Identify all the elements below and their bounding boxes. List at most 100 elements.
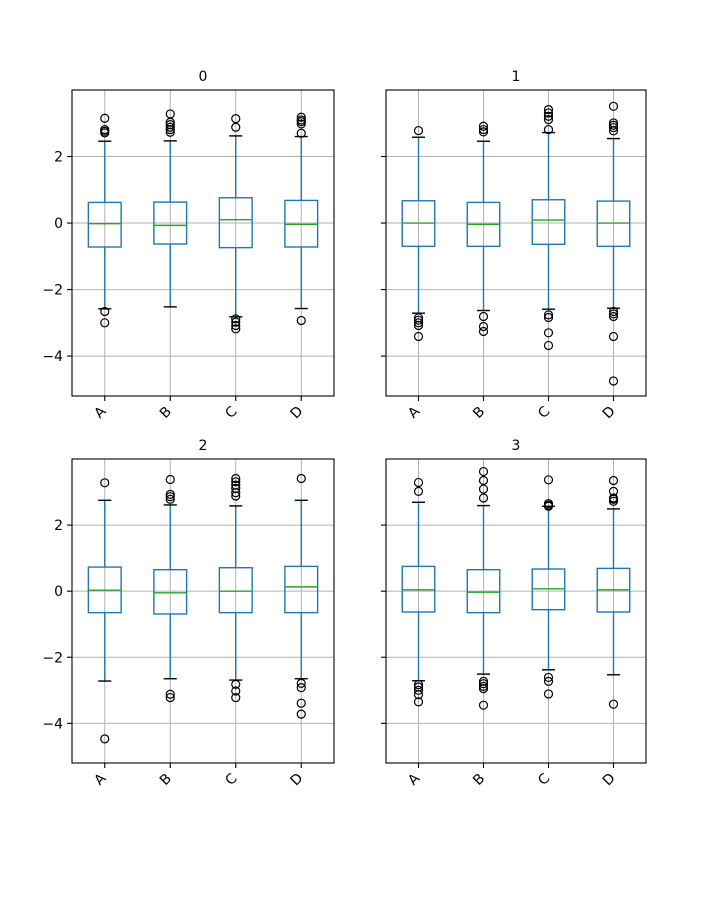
flier-marker <box>478 475 489 486</box>
xtick-label: D <box>600 770 619 789</box>
flier-marker <box>608 311 619 322</box>
flier-marker <box>478 121 489 131</box>
flier-marker <box>608 486 619 496</box>
flier-marker <box>231 483 241 494</box>
ytick-label: −2 <box>42 283 63 299</box>
box-rect <box>218 567 253 614</box>
flier-marker <box>165 124 175 135</box>
flier-marker <box>100 734 110 744</box>
ytick-label: 2 <box>54 518 63 534</box>
flier-marker <box>100 478 110 488</box>
flier-marker <box>608 101 619 111</box>
subplot-title: 3 <box>512 438 521 454</box>
flier-marker <box>543 676 554 686</box>
flier-marker <box>478 681 489 691</box>
flier-marker <box>165 119 175 130</box>
flier-marker <box>231 473 241 484</box>
flier-marker <box>231 480 241 490</box>
box-rect <box>284 565 319 614</box>
flier-marker <box>478 124 489 135</box>
box-2-C <box>218 473 253 703</box>
box-1-C <box>531 105 566 351</box>
flier-marker <box>231 324 241 334</box>
flier-marker <box>543 328 554 338</box>
subplot-title: 2 <box>199 438 208 454</box>
ytick-label: 0 <box>54 584 63 600</box>
flier-marker <box>165 492 175 502</box>
flier-marker <box>413 486 424 496</box>
flier-marker <box>608 493 619 503</box>
xtick-label: C <box>222 770 240 788</box>
box-2-D <box>284 473 319 719</box>
xtick-label: B <box>470 771 488 789</box>
flier-marker <box>231 114 241 124</box>
flier-marker <box>608 475 619 486</box>
flier-marker <box>543 672 554 683</box>
flier-marker <box>478 676 489 686</box>
flier-marker <box>413 697 424 707</box>
box-0-B <box>153 109 188 308</box>
flier-marker <box>296 119 306 129</box>
flier-marker <box>296 315 306 326</box>
xtick-label: D <box>600 403 619 422</box>
xtick-label: D <box>287 770 306 789</box>
flier-marker <box>296 112 306 122</box>
flier-marker <box>296 115 306 125</box>
flier-marker <box>543 105 554 115</box>
flier-marker <box>231 686 241 696</box>
box-1-D <box>596 101 631 386</box>
box-rect <box>153 568 188 615</box>
box-rect <box>218 197 253 249</box>
ytick-label: 2 <box>54 150 63 166</box>
ytick-label: −4 <box>42 349 63 365</box>
flier-marker <box>100 318 110 328</box>
flier-marker <box>608 122 619 133</box>
xtick-label: D <box>287 403 306 422</box>
flier-marker <box>231 692 241 703</box>
box-1-B <box>466 121 501 337</box>
box-2-A <box>87 478 122 744</box>
flier-marker <box>296 128 306 138</box>
flier-marker <box>478 127 489 137</box>
subplot-2: 2 0 −2 −4 A B C D 2 <box>42 438 335 789</box>
subplot-title: 1 <box>512 69 521 85</box>
flier-marker <box>413 315 424 325</box>
axes-spines <box>385 458 647 764</box>
flier-marker <box>543 340 554 351</box>
flier-marker <box>543 475 554 485</box>
xtick-label: B <box>470 404 488 422</box>
flier-marker <box>296 473 306 484</box>
flier-marker <box>100 306 110 317</box>
flier-marker <box>165 494 175 504</box>
flier-marker <box>100 124 110 135</box>
xtick-label: A <box>91 403 109 421</box>
flier-marker <box>608 306 619 317</box>
box-0-D <box>284 112 319 326</box>
box-1-A <box>401 125 436 342</box>
xtick-label: C <box>222 403 240 421</box>
ytick-label: 0 <box>54 216 63 232</box>
flier-marker <box>296 683 306 693</box>
box-0-C <box>218 114 253 334</box>
flier-marker <box>165 474 175 485</box>
flier-marker <box>478 311 489 322</box>
axes-spines <box>385 89 647 397</box>
xtick-label: C <box>535 403 553 421</box>
flier-marker <box>413 477 424 488</box>
flier-marker <box>608 118 619 128</box>
flier-marker <box>543 499 554 509</box>
flier-marker <box>413 125 424 136</box>
flier-marker <box>478 321 489 332</box>
xtick-label: B <box>157 771 175 789</box>
ytick-label: −2 <box>42 650 63 666</box>
flier-marker <box>413 331 424 342</box>
flier-marker <box>231 679 241 689</box>
flier-marker <box>543 111 554 121</box>
axes-spines <box>71 458 335 764</box>
flier-marker <box>608 331 619 342</box>
box-3-A <box>401 477 436 707</box>
flier-marker <box>543 689 554 699</box>
flier-marker <box>478 700 489 710</box>
